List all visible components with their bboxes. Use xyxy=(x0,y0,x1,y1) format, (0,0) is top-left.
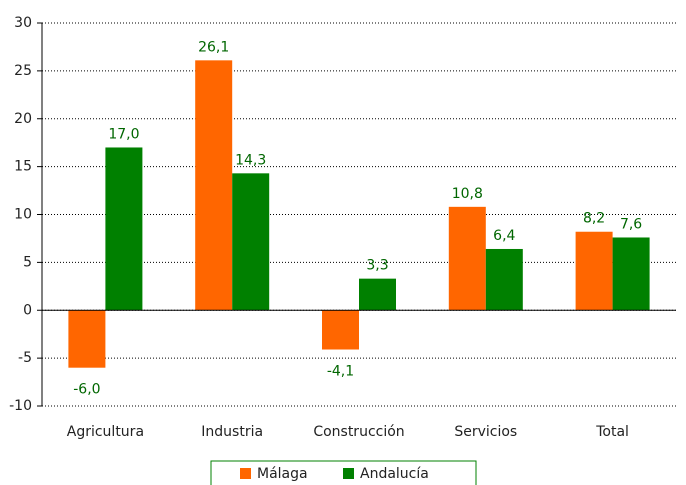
legend-label: Andalucía xyxy=(360,466,429,482)
y-tick-label: 5 xyxy=(23,254,32,270)
value-label: 8,2 xyxy=(583,211,605,227)
x-tick-label: Agricultura xyxy=(67,424,144,440)
y-tick-label: 10 xyxy=(14,207,32,223)
x-tick-label: Construcción xyxy=(313,424,404,440)
bar xyxy=(575,231,613,311)
y-tick-label: 20 xyxy=(14,111,32,127)
value-label: 7,6 xyxy=(620,216,642,232)
y-tick-label: -5 xyxy=(18,350,32,366)
y-tick-label: 15 xyxy=(14,159,32,175)
bar xyxy=(322,310,359,350)
y-tick-label: -10 xyxy=(9,398,32,414)
bar xyxy=(232,173,270,311)
bar xyxy=(195,60,233,311)
y-tick-label: 0 xyxy=(23,302,32,318)
legend-label: Málaga xyxy=(257,466,308,482)
y-tick-label: 25 xyxy=(14,63,32,79)
bar xyxy=(448,206,486,311)
value-label: 14,3 xyxy=(235,152,266,168)
legend-swatch xyxy=(240,468,251,479)
value-label: 26,1 xyxy=(198,39,229,55)
value-label: -4,1 xyxy=(327,364,354,380)
value-label: 17,0 xyxy=(108,126,139,142)
bar xyxy=(485,248,523,311)
bar xyxy=(68,310,106,368)
value-label: 3,3 xyxy=(366,258,388,274)
x-tick-label: Industria xyxy=(201,424,263,440)
bar xyxy=(612,237,650,311)
x-tick-label: Servicios xyxy=(454,424,517,440)
value-label: 10,8 xyxy=(452,186,483,202)
value-label: 6,4 xyxy=(493,228,515,244)
value-label: -6,0 xyxy=(73,382,100,398)
bar xyxy=(359,278,396,311)
bar xyxy=(105,147,143,311)
legend-box xyxy=(210,460,477,485)
y-tick-label: 30 xyxy=(14,15,32,31)
x-tick-label: Total xyxy=(595,424,629,440)
legend-swatch xyxy=(343,468,354,479)
